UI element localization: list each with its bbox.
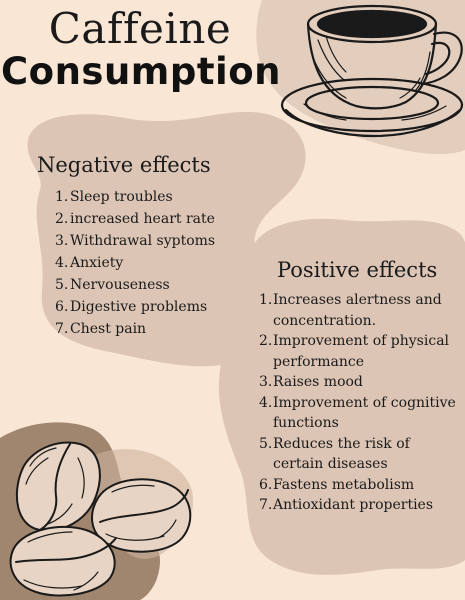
list-item: 4. Improvement of cognitive functions — [259, 394, 456, 432]
list-item: 4. Anxiety — [55, 255, 124, 271]
positive-effects-heading: Positive effects — [277, 258, 438, 282]
list-item: 7. Chest pain — [55, 321, 147, 337]
coffee-bean-3 — [9, 525, 117, 597]
list-item: 3. Withdrawal syptoms — [55, 233, 216, 249]
coffee-bean-1 — [15, 441, 101, 532]
title-line-2: Consumption — [1, 50, 281, 93]
negative-blob — [27, 111, 306, 367]
negative-effects-heading: Negative effects — [37, 153, 211, 177]
title-line-1: Caffeine — [48, 4, 232, 53]
list-item: 2. Improvement of physical performance — [259, 333, 450, 370]
positive-effects-list: 1. Increases alertness and concentration.… — [259, 290, 459, 516]
list-item: 3. Raises mood — [259, 374, 363, 390]
list-item: 5. Nervouseness — [55, 277, 170, 293]
positive-blob — [218, 218, 465, 575]
list-item: 7. Antioxidant properties — [259, 497, 434, 513]
coffee-cup-icon — [280, 4, 464, 138]
list-item: 2. increased heart rate — [55, 211, 215, 227]
list-item: 1. Sleep troubles — [55, 189, 173, 205]
list-item: 5. Reduces the risk of certain diseases — [259, 435, 410, 473]
coffee-beans-icon — [9, 441, 192, 597]
list-item: 6. Digestive problems — [55, 299, 208, 315]
list-item: 1. Increases alertness and concentration. — [259, 292, 442, 329]
negative-effects-list: 1. Sleep troubles 2. increased heart rate … — [55, 186, 255, 340]
coffee-bean-2 — [91, 478, 192, 553]
list-item: 6. Fastens metabolism — [259, 476, 415, 493]
